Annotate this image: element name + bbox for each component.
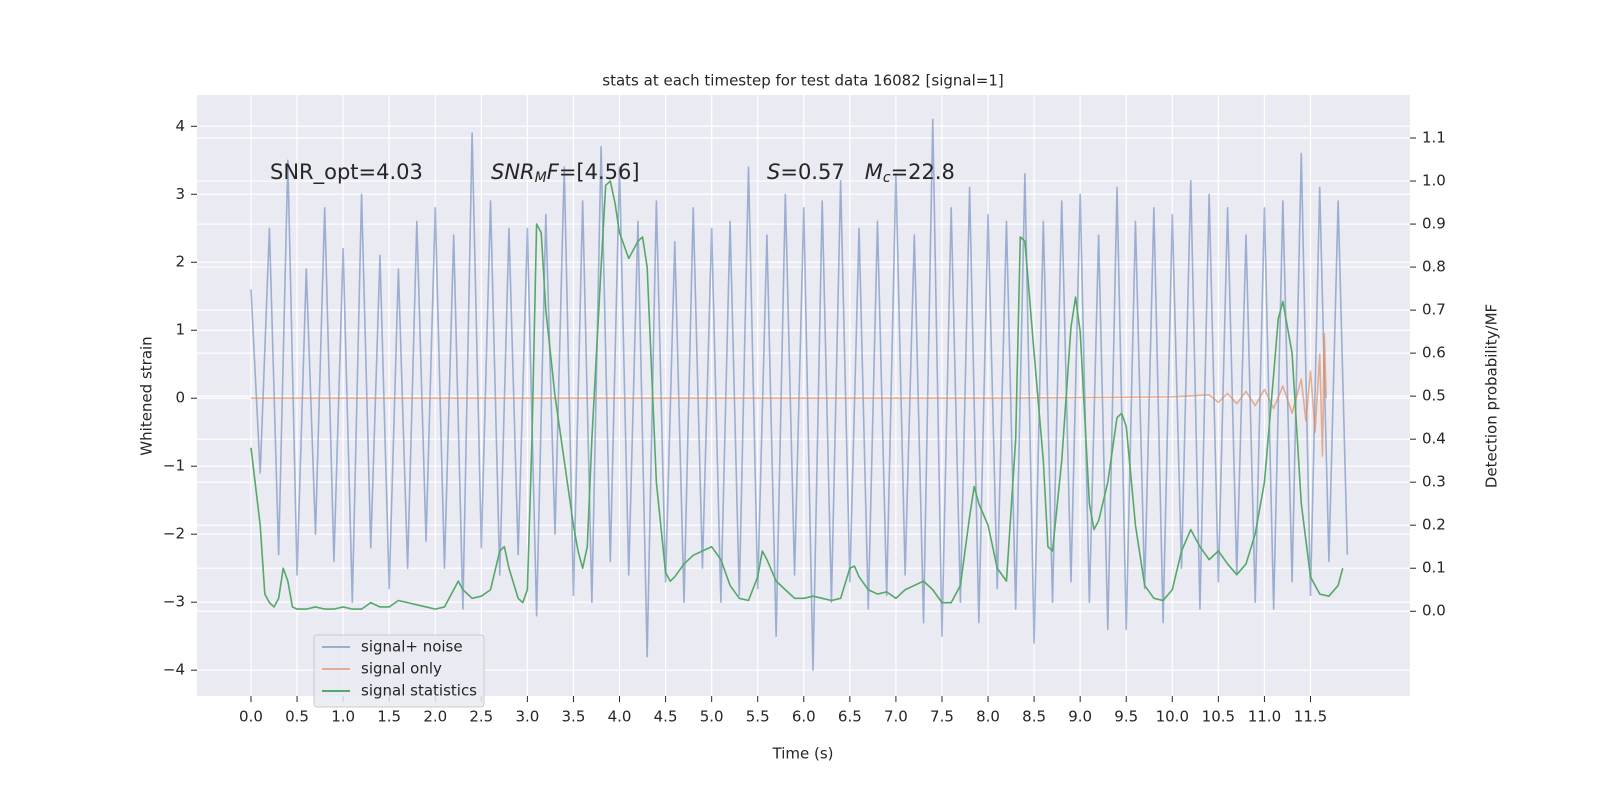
annotation-part: SNR: [491, 160, 535, 184]
x-tick-label: 10.5: [1202, 708, 1235, 726]
annotation-part: c: [883, 170, 891, 186]
y2-tick-label: 0.0: [1422, 602, 1446, 620]
annotation: SNRMF=[4.56]: [491, 160, 640, 186]
y2-tick-label: 0.2: [1422, 516, 1446, 534]
y-tick-label: 3: [175, 185, 185, 203]
y-tick-label: 1: [175, 321, 185, 339]
x-tick-label: 11.0: [1248, 708, 1281, 726]
x-tick-label: 0.0: [239, 708, 263, 726]
x-tick-label: 7.5: [930, 708, 954, 726]
annotation-part: F: [547, 160, 560, 184]
y-tick-label: −4: [163, 661, 185, 679]
annotation: SNR_opt=4.03: [270, 160, 423, 185]
x-tick-label: 6.5: [838, 708, 862, 726]
legend-label: signal only: [361, 660, 442, 678]
y2-tick-label: 0.3: [1422, 473, 1446, 491]
y-tick-label: −1: [163, 457, 185, 475]
annotation-part: =22.8: [891, 160, 955, 184]
annotation-part: S: [767, 160, 780, 184]
x-tick-label: 3.5: [562, 708, 586, 726]
x-tick-label: 9.0: [1068, 708, 1092, 726]
x-tick-label: 8.5: [1022, 708, 1046, 726]
y2-tick-label: 0.7: [1422, 301, 1446, 319]
y2-tick-label: 0.8: [1422, 258, 1446, 276]
y2-tick-label: 0.5: [1422, 387, 1446, 405]
x-tick-label: 2.5: [469, 708, 493, 726]
x-axis-label: Time (s): [772, 745, 834, 763]
y-tick-label: −2: [163, 525, 185, 543]
x-tick-label: 3.0: [515, 708, 539, 726]
y2-tick-label: 1.0: [1422, 172, 1446, 190]
x-tick-label: 5.0: [700, 708, 724, 726]
legend-label: signal statistics: [361, 682, 477, 700]
y-tick-label: −3: [163, 593, 185, 611]
y2-tick-label: 0.9: [1422, 215, 1446, 233]
y2-tick-label: 1.1: [1422, 129, 1446, 147]
y-tick-label: 2: [175, 253, 185, 271]
labels: 0.0 0.5 1.0 1.5 2.0 2.5 3.0 3.5 4.0 4.5 5.0 5.5 6.0 6…: [163, 117, 1446, 726]
x-tick-label: 8.0: [976, 708, 1000, 726]
annotation-part: M: [865, 160, 883, 184]
y-axis-label: Whitened strain: [138, 336, 156, 455]
x-tick-label: 7.0: [884, 708, 908, 726]
x-tick-label: 1.0: [331, 708, 355, 726]
annotation-part: =0.57: [780, 160, 864, 184]
marks: [250, 118, 1349, 671]
y-tick-label: 4: [175, 117, 185, 135]
annotation-part: =[4.56]: [559, 160, 640, 184]
y2-tick-label: 0.1: [1422, 559, 1446, 577]
chart-title: stats at each timestep for test data 160…: [602, 72, 1003, 90]
x-tick-label: 1.5: [377, 708, 401, 726]
y2-axis-label: Detection probability/MF: [1483, 304, 1501, 488]
legend-label: signal+ noise: [361, 638, 463, 656]
legend-box: [313, 634, 485, 708]
y-tick-label: 0: [175, 389, 185, 407]
series-line: [250, 332, 1327, 457]
annotation: S=0.57 Mc=22.8: [767, 160, 955, 186]
annotation-part: SNR_opt=4.03: [270, 160, 423, 185]
x-tick-label: 10.0: [1156, 708, 1189, 726]
y2-tick-label: 0.4: [1422, 430, 1446, 448]
x-tick-label: 4.5: [654, 708, 678, 726]
x-tick-label: 9.5: [1114, 708, 1138, 726]
y2-tick-label: 0.6: [1422, 344, 1446, 362]
x-tick-label: 4.0: [608, 708, 632, 726]
x-tick-label: 2.0: [423, 708, 447, 726]
x-tick-label: 5.5: [746, 708, 770, 726]
series-line: [250, 118, 1349, 671]
annotation-part: M: [535, 170, 547, 186]
series-line: [250, 180, 1344, 610]
x-tick-label: 11.5: [1294, 708, 1327, 726]
x-tick-label: 0.5: [285, 708, 309, 726]
x-tick-label: 6.0: [792, 708, 816, 726]
